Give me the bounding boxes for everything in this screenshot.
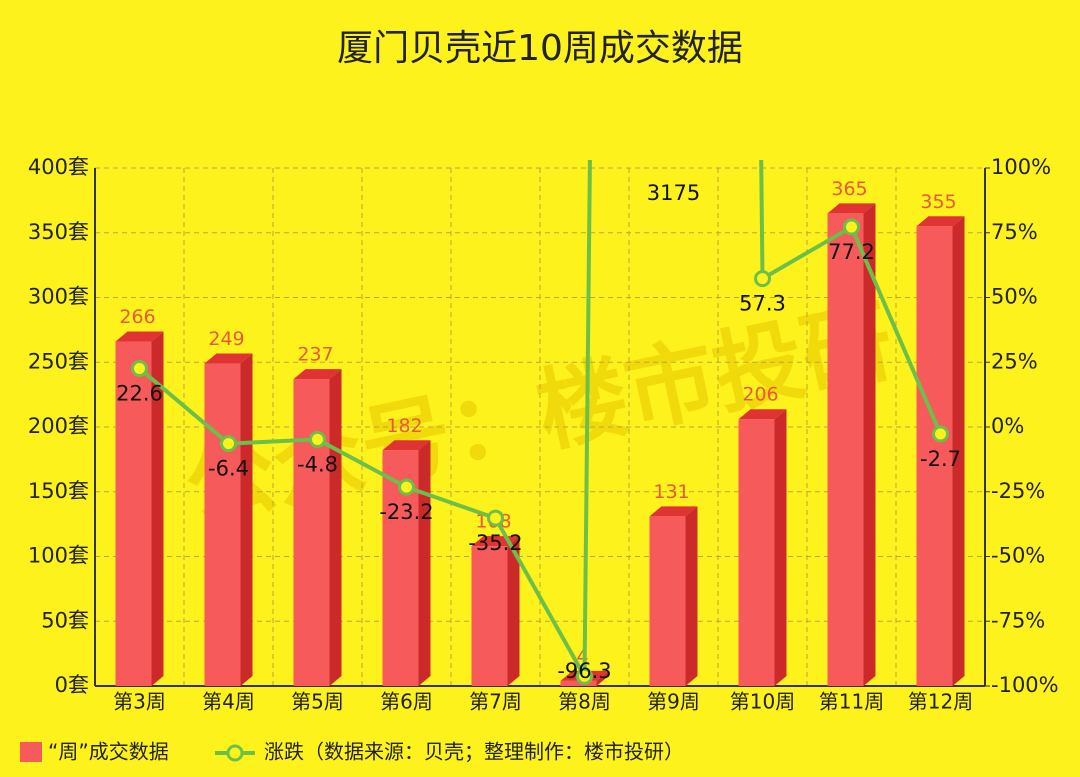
x-tick-label: 第9周 xyxy=(647,690,700,714)
y-tick-label: 300套 xyxy=(28,285,89,309)
bar-top xyxy=(827,203,876,214)
bar-side xyxy=(685,506,698,686)
bar-top xyxy=(649,506,698,517)
line xyxy=(138,160,943,684)
bar-value-label: 249 xyxy=(208,328,244,350)
bar-top xyxy=(115,331,164,342)
line-value-label: -35.2 xyxy=(468,531,522,555)
y-tick-label: 200套 xyxy=(28,414,89,438)
bar-value-label: 206 xyxy=(742,384,778,406)
bar-side xyxy=(418,440,431,686)
bar-top xyxy=(293,369,342,380)
line-point xyxy=(131,359,148,377)
y2-tick-label: 0% xyxy=(991,414,1024,438)
bar-side xyxy=(863,203,876,686)
x-tick-label: 第6周 xyxy=(380,690,433,714)
line-value-label: -23.2 xyxy=(379,500,433,524)
bar-top xyxy=(382,440,431,451)
line-point xyxy=(309,430,326,448)
bar-value-label: 355 xyxy=(920,191,956,213)
x-tick-label: 第12周 xyxy=(908,690,973,714)
legend-swatch xyxy=(20,742,42,762)
line-value-label: -4.8 xyxy=(297,452,338,476)
y-tick-label: 100套 xyxy=(28,544,89,568)
line-point xyxy=(487,509,504,527)
bar-top xyxy=(204,353,253,364)
watermark: 公众号：楼市投研 xyxy=(176,288,902,540)
bar-side xyxy=(596,670,609,686)
bar-value-label: 266 xyxy=(119,306,155,328)
y2-tick-label: -100% xyxy=(991,673,1059,697)
y2-tick-label: 50% xyxy=(991,285,1038,309)
legend-label: “周”成交数据 xyxy=(48,740,169,764)
bar-top xyxy=(916,216,965,227)
bar-side xyxy=(774,409,787,686)
x-tick-label: 第8周 xyxy=(558,690,611,714)
bar-value-label: 237 xyxy=(297,344,333,366)
line-value-label: 3175 xyxy=(647,181,700,205)
x-tick-label: 第5周 xyxy=(291,690,344,714)
x-tick-label: 第10周 xyxy=(730,690,795,714)
x-tick-label: 第11周 xyxy=(819,690,884,714)
y-tick-label: 250套 xyxy=(28,349,89,373)
line-point xyxy=(220,435,237,453)
bar xyxy=(916,226,953,686)
line-value-label: -96.3 xyxy=(557,659,611,683)
line-point xyxy=(576,667,593,685)
y2-tick-label: -75% xyxy=(991,608,1045,632)
line-value-label: 57.3 xyxy=(739,292,786,316)
bar-value-label: 131 xyxy=(653,481,689,503)
y-tick-label: 400套 xyxy=(28,155,89,179)
y2-tick-label: -50% xyxy=(991,544,1045,568)
x-tick-label: 第4周 xyxy=(202,690,255,714)
y2-tick-label: -25% xyxy=(991,479,1045,503)
bar xyxy=(827,213,864,686)
y2-tick-label: 75% xyxy=(991,220,1038,244)
bar-side xyxy=(151,331,164,686)
line-point xyxy=(398,478,415,496)
legend-marker xyxy=(226,744,244,762)
line-value-label: 22.6 xyxy=(116,381,163,405)
bar-side xyxy=(240,353,253,686)
bar-value-label: 182 xyxy=(386,415,422,437)
bar-side xyxy=(507,536,520,686)
line-point xyxy=(932,425,949,443)
bar-side xyxy=(952,216,965,686)
y2-tick-label: 25% xyxy=(991,349,1038,373)
y2-tick-label: 100% xyxy=(991,155,1051,179)
line-value-label: -6.4 xyxy=(208,457,249,481)
line-value-label: 77.2 xyxy=(828,240,875,264)
bar-top xyxy=(738,409,787,420)
y-tick-label: 350套 xyxy=(28,220,89,244)
bar xyxy=(649,516,686,686)
y-tick-label: 50套 xyxy=(41,608,89,632)
bar xyxy=(115,341,152,686)
bar xyxy=(738,419,775,686)
line-value-label: -2.7 xyxy=(920,447,961,471)
x-tick-label: 第3周 xyxy=(113,690,166,714)
line-group xyxy=(131,160,949,685)
bar xyxy=(560,680,597,686)
chart-title: 厦门贝壳近10周成交数据 xyxy=(337,28,743,69)
bar xyxy=(471,546,508,686)
legend-label: 涨跌（数据来源：贝壳；整理制作：楼市投研） xyxy=(264,740,684,764)
y-tick-label: 150套 xyxy=(28,479,89,503)
x-tick-label: 第7周 xyxy=(469,690,522,714)
bar-value-label: 365 xyxy=(831,178,867,200)
line-point xyxy=(843,218,860,236)
bar xyxy=(293,379,330,686)
bar-side xyxy=(329,369,342,686)
y-tick-label: 0套 xyxy=(55,673,89,697)
line-point xyxy=(754,270,771,288)
bar xyxy=(204,363,241,686)
